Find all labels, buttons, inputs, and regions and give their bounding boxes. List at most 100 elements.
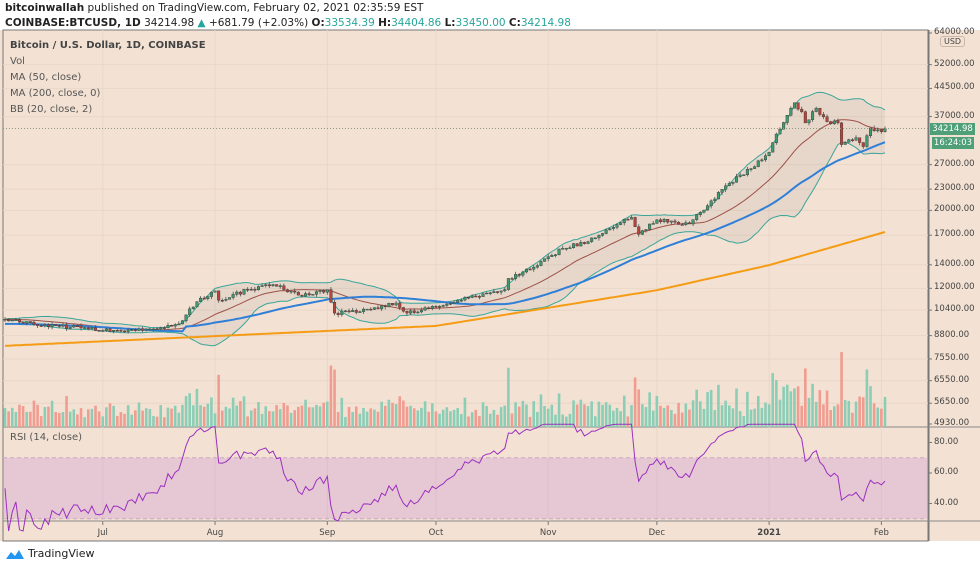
volume-bar (206, 403, 210, 427)
candle (792, 102, 796, 109)
candle (521, 270, 525, 278)
volume-bar (7, 411, 10, 427)
candle (514, 271, 518, 281)
tradingview-logo[interactable]: TradingView (5, 547, 94, 560)
candle-body (14, 319, 18, 321)
volume-bar (373, 409, 376, 427)
symbol: COINBASE:BTCUSD, 1D (5, 17, 141, 29)
candle-body (54, 324, 58, 326)
publisher-name[interactable]: bitcoinwallah (5, 2, 85, 14)
volume-bar (347, 407, 351, 427)
volume-bar (825, 390, 829, 427)
volume-bar (644, 407, 648, 427)
volume-bar (257, 402, 260, 427)
legend-bb[interactable]: BB (20, close, 2) (10, 104, 93, 115)
candle (354, 308, 358, 315)
candle (409, 309, 413, 315)
legend-vol[interactable]: Vol (10, 56, 25, 67)
legend-ma50[interactable]: MA (50, close) (10, 72, 82, 83)
candle (209, 291, 213, 300)
candle-body (224, 299, 228, 301)
volume-bar (800, 405, 804, 427)
candle (861, 142, 865, 149)
volume-bar (474, 409, 478, 427)
candle-body (832, 120, 836, 125)
volume-bar (354, 406, 358, 427)
candle-body (662, 219, 666, 223)
volume-bar (90, 408, 94, 427)
volume-bar (416, 410, 420, 427)
candle (329, 287, 333, 304)
volume-bar (481, 402, 485, 427)
publish-info: bitcoinwallah published on TradingView.c… (5, 2, 423, 14)
volume-bar (858, 396, 861, 427)
candle-body (401, 307, 405, 312)
candle (387, 302, 391, 308)
volume-bar (720, 405, 724, 427)
volume-bar (358, 413, 362, 427)
candle-body (61, 324, 65, 327)
candle (778, 127, 782, 135)
price-tick-label: 17000.00 (934, 229, 975, 240)
chart-background (0, 30, 980, 541)
candle-body (184, 314, 188, 321)
candle (532, 264, 536, 272)
candle-body (463, 296, 467, 301)
candle-body (477, 296, 481, 298)
candle (188, 306, 192, 317)
volume-bar (300, 405, 304, 427)
candle (789, 106, 793, 117)
candle-body (829, 121, 833, 125)
volume-bar (738, 411, 742, 427)
candle-body (767, 151, 771, 156)
price-tick-label: 64000.00 (934, 27, 975, 37)
candle (774, 132, 778, 145)
candle (829, 120, 833, 125)
volume-bar (583, 404, 586, 427)
candle-body (151, 328, 155, 331)
candle (858, 137, 862, 146)
candle (622, 218, 626, 226)
candle-body (879, 129, 883, 132)
volume-bar (641, 404, 644, 427)
candle (539, 259, 543, 267)
candle-body (333, 301, 337, 314)
candle (579, 240, 583, 247)
candle (213, 290, 217, 293)
candle (666, 219, 670, 224)
candle-body (376, 307, 380, 310)
candle-body (173, 324, 177, 327)
candle-body (865, 135, 869, 147)
volume-bar (651, 410, 655, 427)
candle-body (796, 102, 800, 110)
candle-body (228, 297, 232, 300)
volume-bar (840, 352, 843, 427)
volume-bar (420, 407, 423, 427)
candle (282, 283, 286, 291)
candle-body (206, 296, 210, 299)
candle-body (651, 223, 655, 225)
candle-body (785, 115, 789, 123)
candle-body (148, 328, 152, 331)
candle (706, 203, 710, 211)
time-tick-label: 2021 (757, 528, 781, 538)
candle (275, 284, 279, 287)
rsi-legend[interactable]: RSI (14, close) (10, 432, 83, 443)
candle (7, 318, 11, 322)
candle-body (155, 328, 159, 331)
volume-bar (405, 406, 409, 427)
candle (253, 286, 257, 293)
candle (434, 305, 438, 309)
volume-bar (510, 413, 514, 427)
volume-bar (778, 399, 782, 427)
candle (119, 328, 123, 333)
legend-ma200[interactable]: MA (200, close, 0) (10, 88, 101, 99)
volume-bar (785, 384, 789, 427)
volume-bar (702, 408, 706, 427)
candle-body (756, 160, 760, 167)
volume-bar (709, 389, 713, 427)
volume-bar (677, 402, 680, 427)
candle (452, 300, 456, 304)
candle-body (622, 218, 626, 224)
